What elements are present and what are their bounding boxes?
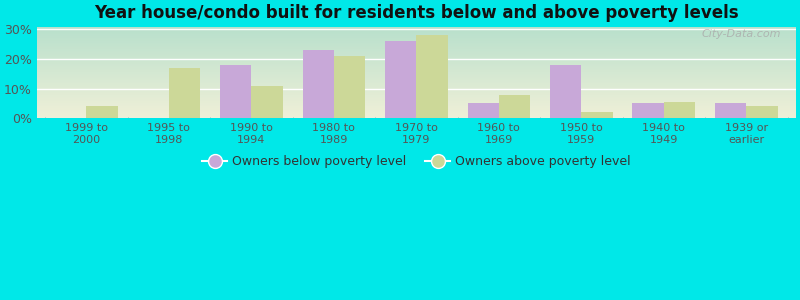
Bar [302,50,334,118]
Bar [467,103,499,118]
Bar [664,102,695,118]
Legend: Owners below poverty level, Owners above poverty level: Owners below poverty level, Owners above… [197,150,636,173]
Bar [633,103,664,118]
Title: Year house/condo built for residents below and above poverty levels: Year house/condo built for residents bel… [94,4,738,22]
Bar [416,35,448,118]
Bar [499,94,530,118]
Bar [251,86,282,118]
Bar [334,56,366,118]
Text: City-Data.com: City-Data.com [701,29,781,39]
Bar [746,106,778,118]
Bar [550,65,582,118]
Bar [385,41,416,118]
Bar [220,65,251,118]
Bar [169,68,200,118]
Bar [715,103,746,118]
Bar [86,106,118,118]
Bar [582,112,613,118]
